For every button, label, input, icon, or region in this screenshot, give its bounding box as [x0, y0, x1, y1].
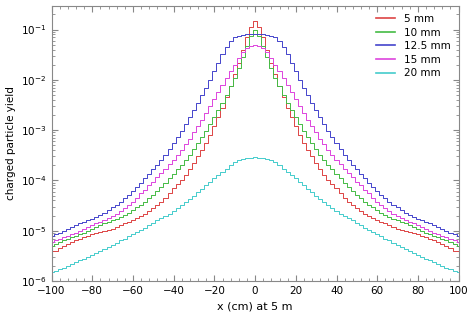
12.5 mm	[242, 33, 248, 36]
5 mm	[458, 249, 464, 253]
10 mm	[458, 244, 464, 248]
5 mm	[250, 19, 256, 23]
10 mm	[389, 215, 394, 219]
10 mm	[250, 34, 256, 38]
20 mm	[250, 156, 256, 159]
10 mm	[295, 122, 301, 126]
12.5 mm	[250, 33, 256, 36]
20 mm	[450, 268, 456, 271]
20 mm	[46, 270, 52, 274]
Y-axis label: charged particle yield: charged particle yield	[6, 86, 16, 200]
20 mm	[263, 157, 268, 161]
15 mm	[250, 43, 256, 47]
12.5 mm	[389, 200, 394, 204]
15 mm	[458, 240, 464, 244]
5 mm	[389, 223, 394, 227]
12.5 mm	[263, 33, 268, 37]
X-axis label: x (cm) at 5 m: x (cm) at 5 m	[218, 301, 293, 311]
15 mm	[46, 240, 52, 244]
15 mm	[295, 104, 301, 108]
15 mm	[153, 180, 158, 184]
20 mm	[389, 239, 394, 243]
10 mm	[263, 55, 268, 59]
Line: 20 mm: 20 mm	[49, 157, 461, 272]
12.5 mm	[458, 234, 464, 237]
20 mm	[153, 221, 158, 224]
10 mm	[46, 244, 52, 248]
15 mm	[389, 209, 394, 213]
5 mm	[153, 206, 158, 210]
12.5 mm	[295, 78, 301, 82]
12.5 mm	[153, 168, 158, 171]
12.5 mm	[450, 231, 456, 235]
Line: 15 mm: 15 mm	[49, 45, 461, 242]
15 mm	[263, 51, 268, 55]
10 mm	[250, 28, 256, 31]
Line: 10 mm: 10 mm	[49, 29, 461, 246]
5 mm	[250, 26, 256, 29]
20 mm	[458, 270, 464, 274]
15 mm	[450, 236, 456, 240]
5 mm	[46, 249, 52, 253]
Line: 12.5 mm: 12.5 mm	[49, 35, 461, 236]
10 mm	[450, 240, 456, 244]
20 mm	[295, 180, 301, 184]
Line: 5 mm: 5 mm	[49, 21, 461, 251]
10 mm	[153, 193, 158, 197]
5 mm	[295, 133, 301, 137]
5 mm	[263, 48, 268, 51]
Legend: 5 mm, 10 mm, 12.5 mm, 15 mm, 20 mm: 5 mm, 10 mm, 12.5 mm, 15 mm, 20 mm	[374, 11, 454, 81]
20 mm	[250, 155, 256, 159]
12.5 mm	[46, 234, 52, 237]
5 mm	[450, 246, 456, 250]
15 mm	[250, 44, 256, 48]
